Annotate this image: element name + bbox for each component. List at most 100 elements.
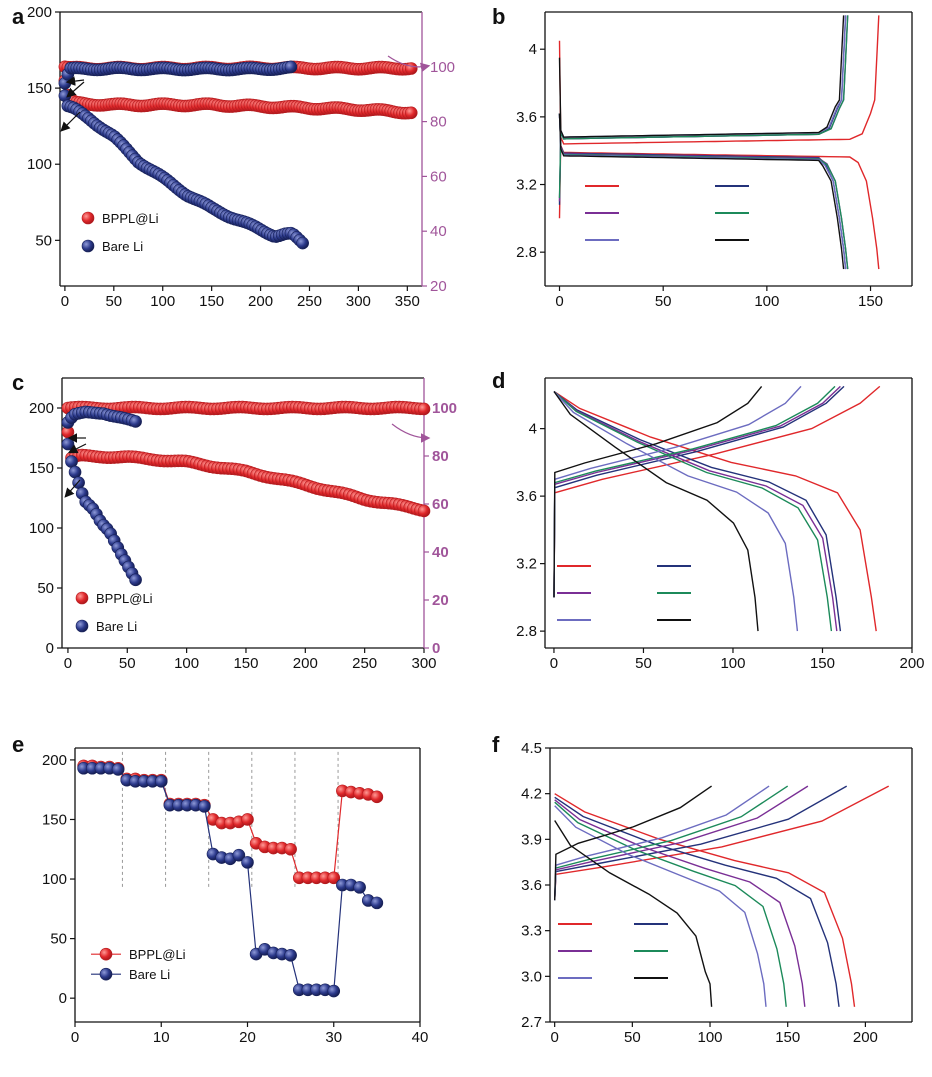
- legend-marker: [81, 211, 95, 225]
- chart-panel-d: 0 50 100 150 200 2.8 3.2 3.6 4: [516, 377, 925, 672]
- y2-tick-label: 100: [432, 400, 457, 417]
- legend-label: BPPL@Li: [102, 211, 159, 226]
- annotation-arrow: [64, 479, 81, 498]
- y-tick-label: 2.8: [516, 244, 537, 261]
- series-efficiency-bpplli: [61, 400, 431, 416]
- curve-discharge-2C: [554, 801, 787, 1007]
- legend-marker: [81, 239, 95, 253]
- y2-tick-label: 60: [432, 496, 449, 513]
- data-point: [154, 775, 168, 788]
- y2-tick-label: 60: [430, 168, 447, 185]
- y-tick-label: 2.7: [521, 1014, 542, 1031]
- curve-charge-300: [558, 15, 845, 138]
- y-tick-label: 100: [27, 156, 52, 173]
- y-tick-label: 200: [42, 752, 67, 769]
- data-point: [241, 813, 254, 826]
- y-tick-label: 4.2: [521, 786, 542, 803]
- legend-marker: [99, 967, 113, 981]
- legend-item: BPPL@Li: [75, 591, 153, 606]
- curve-charge-10: [558, 15, 847, 205]
- y-tick-label: 3.3: [521, 923, 542, 940]
- x-tick-label: 100: [150, 293, 175, 310]
- legend-label: Bare Li: [129, 967, 170, 982]
- curve-charge-100: [558, 15, 849, 199]
- annotation-arrow: [66, 81, 85, 98]
- panel-label: d: [492, 368, 505, 393]
- y-tick-label: 150: [27, 80, 52, 97]
- y2-tick-label: 0: [432, 640, 440, 657]
- curve-discharge-0-5C: [554, 796, 840, 1007]
- x-tick-label: 10: [153, 1029, 170, 1046]
- x-tick-label: 20: [239, 1029, 256, 1046]
- panel-label: b: [492, 4, 505, 29]
- y-tick-label: 200: [29, 400, 54, 417]
- data-point: [417, 402, 431, 416]
- y2-tick-label: 80: [432, 448, 449, 465]
- x-tick-label: 200: [293, 655, 318, 672]
- curve-discharge-100: [553, 390, 833, 632]
- data-point: [327, 871, 341, 885]
- y-tick-label: 4: [529, 41, 537, 58]
- x-tick-label: 150: [775, 1029, 800, 1046]
- y-tick-label: 3.2: [516, 177, 537, 194]
- curve-charge-200: [558, 15, 847, 138]
- data-point: [241, 856, 254, 869]
- x-tick-label: 300: [411, 655, 436, 672]
- curve-discharge-300: [553, 391, 759, 632]
- legend-label: BPPL@Li: [96, 591, 153, 606]
- y2-tick-label: 20: [432, 592, 449, 609]
- chart-panel-b: 0 50 100 150 2.8 3.2 3.6 4: [516, 11, 913, 310]
- chart-panel-f: 0 50 100 150 200 2.7 3.0 3.3 3.6 3.9 4.2 4.5: [521, 740, 913, 1046]
- data-point: [404, 106, 418, 120]
- annotation-arrow: [67, 443, 87, 454]
- curve-discharge-0-2C: [554, 793, 856, 1007]
- x-tick-label: 150: [199, 293, 224, 310]
- data-point: [198, 800, 211, 813]
- legend-item: Bare Li: [91, 967, 170, 982]
- x-tick-label: 50: [635, 655, 652, 672]
- y-tick-label: 150: [29, 460, 54, 477]
- x-tick-label: 0: [555, 293, 563, 310]
- x-tick-label: 150: [233, 655, 258, 672]
- x-tick-label: 200: [248, 293, 273, 310]
- x-tick-label: 0: [550, 1029, 558, 1046]
- series-capacity-bareli: [58, 89, 309, 250]
- legend-label: Bare Li: [102, 239, 143, 254]
- x-tick-label: 0: [71, 1029, 79, 1046]
- curve-charge-1: [558, 15, 880, 219]
- x-tick-label: 50: [655, 293, 672, 310]
- x-tick-label: 100: [754, 293, 779, 310]
- x-tick-label: 200: [853, 1029, 878, 1046]
- y-tick-label: 3.0: [521, 968, 542, 985]
- curve-charge-300: [553, 385, 763, 598]
- y-tick-label: 50: [50, 931, 67, 948]
- data-point: [284, 948, 297, 962]
- panel-label: c: [12, 370, 24, 395]
- y-tick-label: 4: [529, 421, 537, 438]
- x-tick-label: 150: [858, 293, 883, 310]
- y-tick-label: 0: [59, 990, 67, 1007]
- legend-item: Bare Li: [75, 619, 137, 634]
- panel-label: e: [12, 732, 24, 757]
- y-tick-label: 3.6: [516, 488, 537, 505]
- x-tick-label: 50: [624, 1029, 641, 1046]
- curve-charge-5C: [554, 785, 712, 901]
- x-tick-label: 350: [395, 293, 420, 310]
- curve-discharge-1: [553, 390, 877, 632]
- efficiency-arrow: [387, 55, 431, 73]
- legend-item: BPPL@Li: [91, 947, 186, 962]
- data-point: [296, 236, 309, 250]
- data-point: [353, 881, 366, 894]
- curve-discharge-10: [553, 390, 842, 632]
- y-tick-label: 50: [37, 580, 54, 597]
- legend-label: BPPL@Li: [129, 947, 186, 962]
- curve-charge-50: [558, 15, 849, 202]
- data-point: [284, 60, 298, 74]
- x-tick-label: 30: [325, 1029, 342, 1046]
- x-tick-label: 150: [810, 655, 835, 672]
- data-point: [284, 842, 297, 856]
- series-capacity-bpplli: [61, 425, 431, 518]
- y2-tick-label: 100: [430, 59, 455, 76]
- y-tick-label: 150: [42, 811, 67, 828]
- data-point: [65, 455, 78, 468]
